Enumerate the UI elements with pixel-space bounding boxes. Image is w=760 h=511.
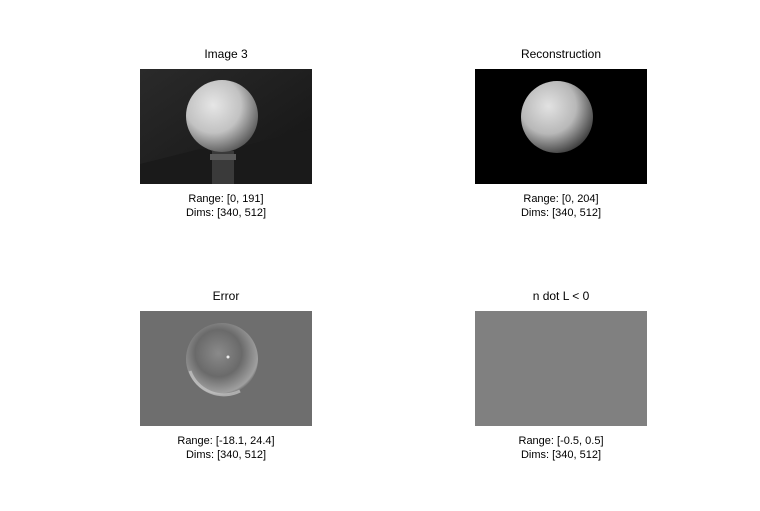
panel-info: Range: [0, 204] Dims: [340, 512] (455, 192, 667, 220)
panel-info: Range: [0, 191] Dims: [340, 512] (120, 192, 332, 220)
dims-label: Dims: [340, 512] (520, 449, 602, 461)
panel-title: Image 3 (204, 47, 248, 61)
reconstruction-view (475, 69, 647, 184)
dims-label: Dims: [340, 512] (185, 449, 267, 461)
image-3-view (140, 69, 312, 184)
dims-label: Dims: [340, 512] (185, 207, 267, 219)
panel-info: Range: [-0.5, 0.5] Dims: [340, 512] (455, 434, 667, 462)
panel-title: Error (212, 289, 240, 303)
range-label: Range: [0, 204] (523, 193, 599, 205)
range-label: Range: [-0.5, 0.5] (518, 435, 604, 447)
panel-info: Range: [-18.1, 24.4] Dims: [340, 512] (120, 434, 332, 462)
panel-title: n dot L < 0 (532, 289, 590, 303)
error-view (140, 311, 312, 426)
dims-label: Dims: [340, 512] (520, 207, 602, 219)
range-label: Range: [-18.1, 24.4] (177, 435, 275, 447)
range-label: Range: [0, 191] (188, 193, 264, 205)
n-dot-l-view (475, 311, 647, 426)
panel-title: Reconstruction (520, 47, 602, 61)
